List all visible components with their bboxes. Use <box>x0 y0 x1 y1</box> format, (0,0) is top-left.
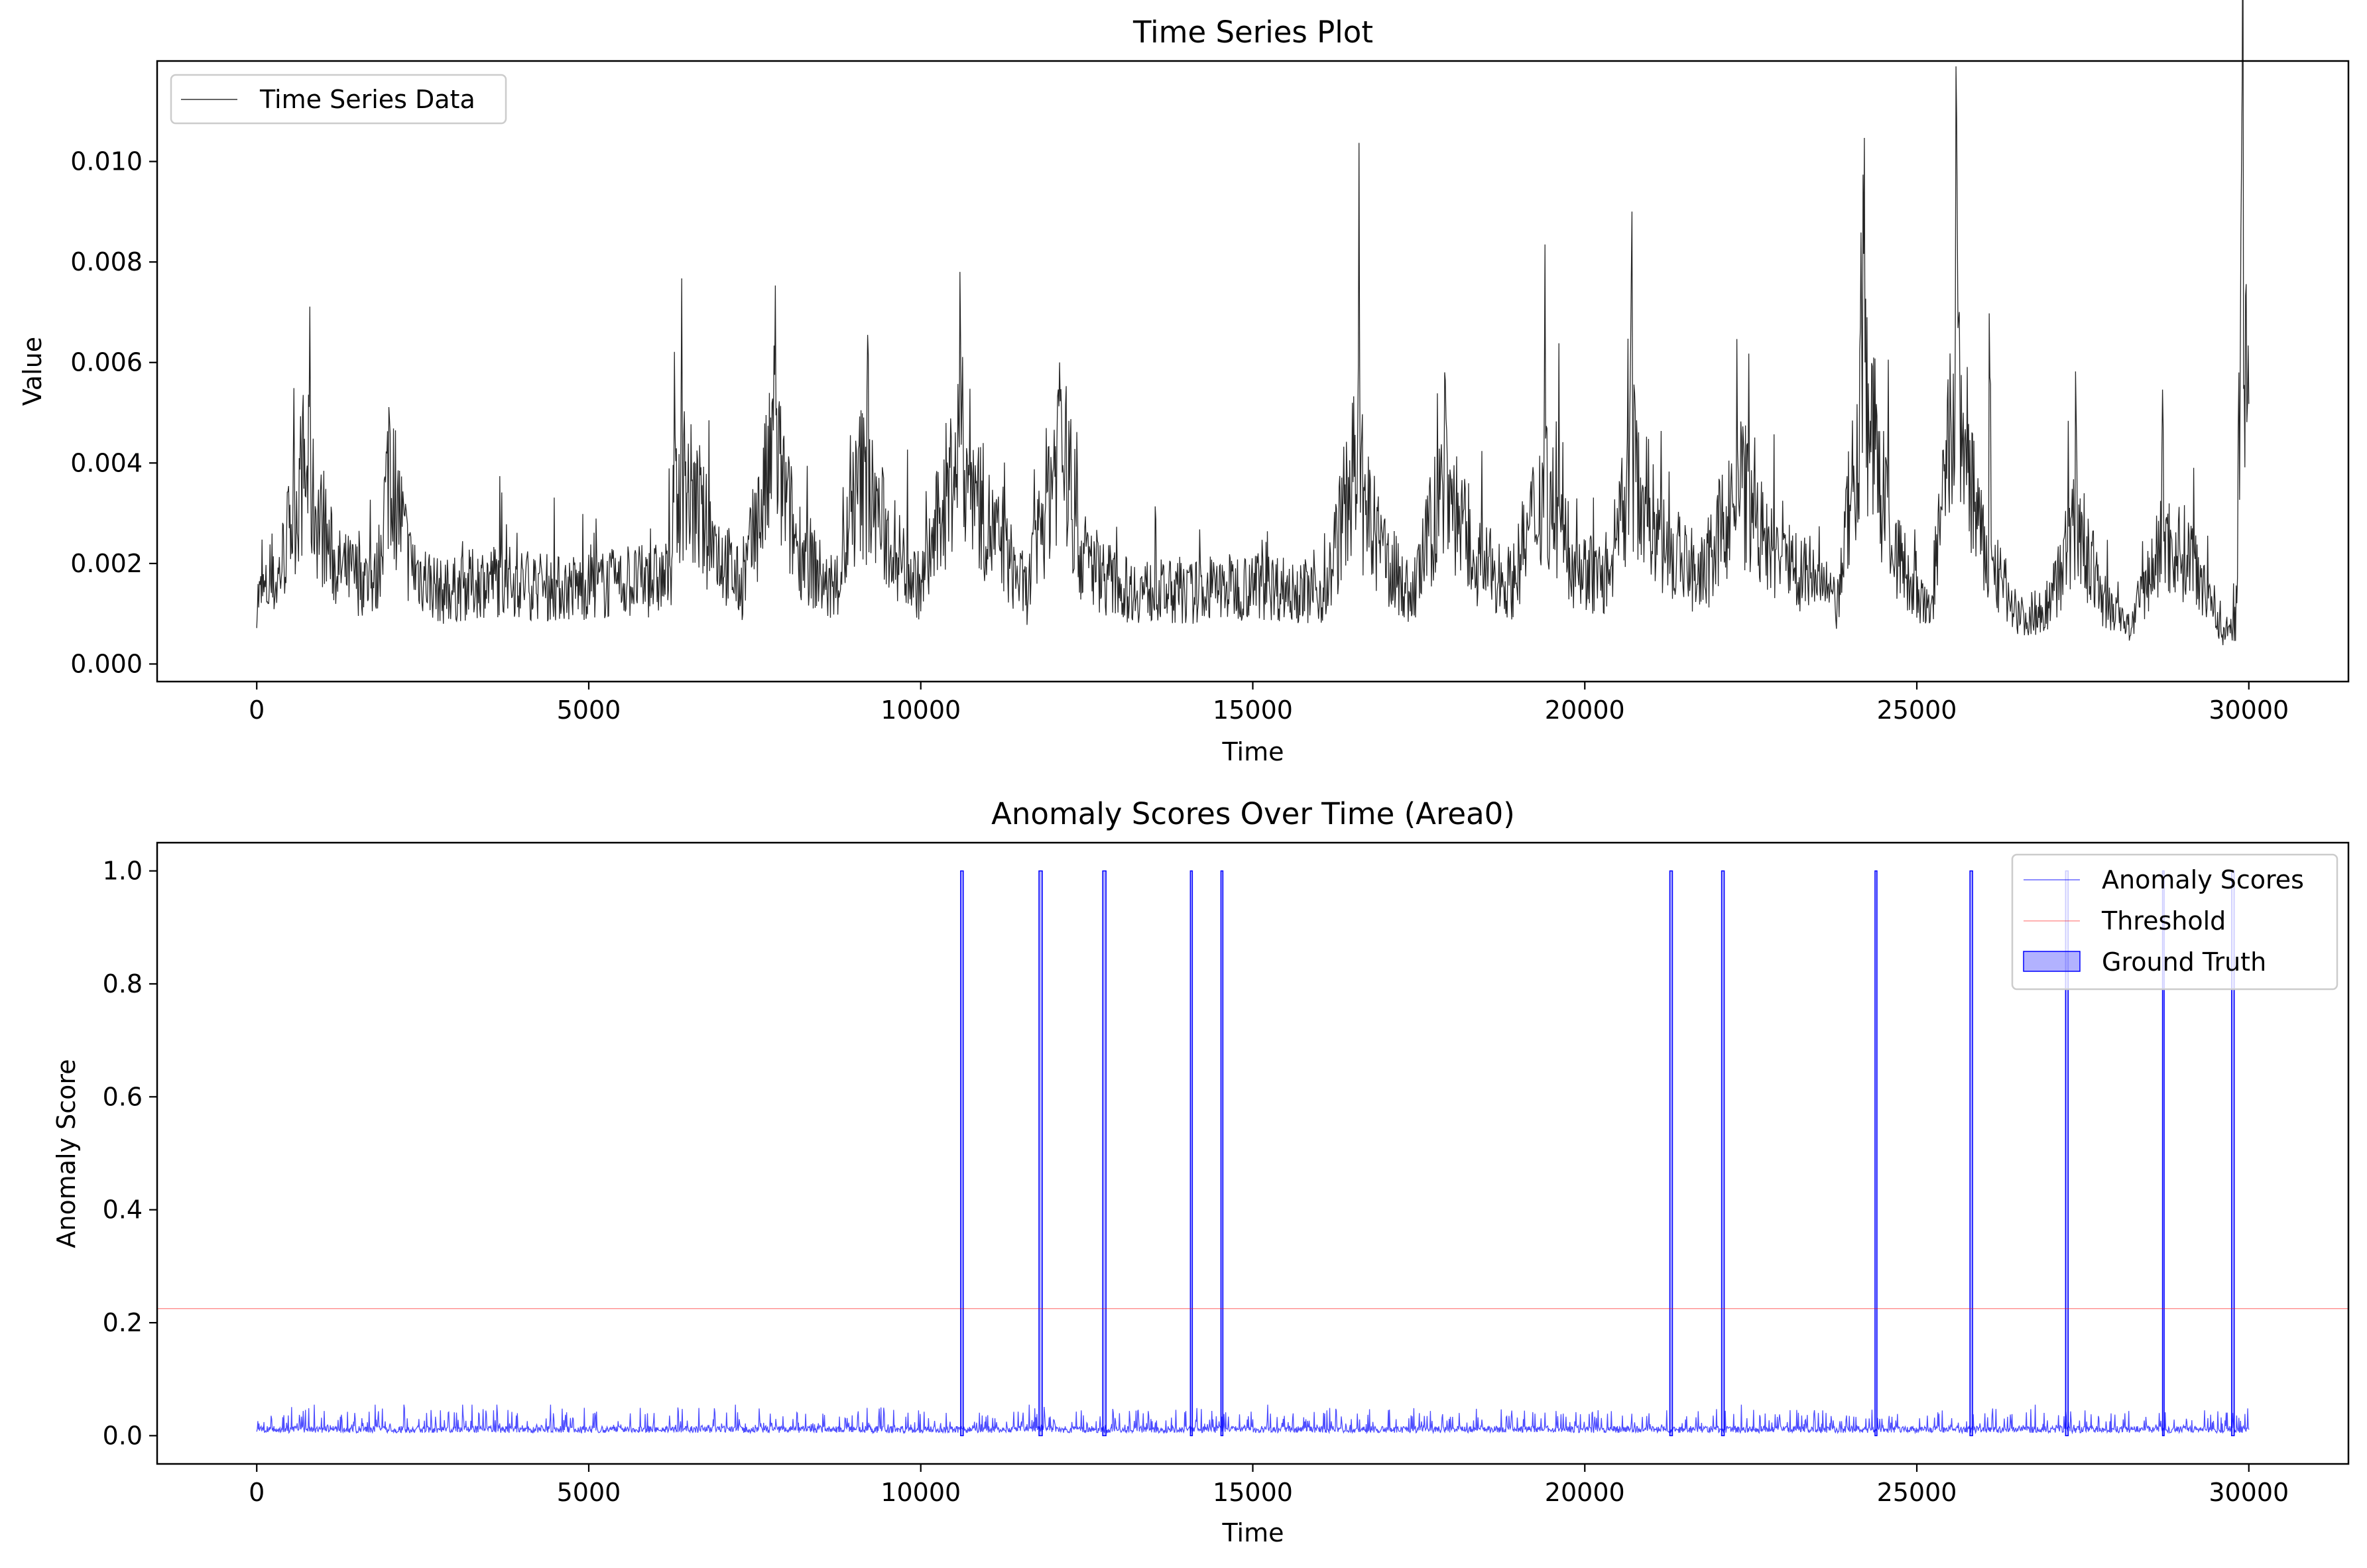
x-tick-label: 25000 <box>1877 695 1957 725</box>
chart-title: Time Series Plot <box>1132 15 1373 50</box>
y-axis-label: Anomaly Score <box>52 1059 81 1248</box>
ground-truth-span <box>1969 870 1973 1437</box>
x-axis: 0 5000 10000 15000 20000 25000 30000 <box>249 682 2289 725</box>
y-tick-label: 0.006 <box>70 348 143 377</box>
y-tick-label: 0.004 <box>70 448 143 477</box>
chart-title: Anomaly Scores Over Time (Area0) <box>991 796 1515 831</box>
x-tick-label: 10000 <box>880 1478 961 1507</box>
x-tick-label: 5000 <box>557 695 621 725</box>
x-tick-label: 20000 <box>1545 1478 1625 1507</box>
ground-truth-span <box>1038 870 1043 1437</box>
plot-area <box>157 870 2348 1437</box>
y-tick-label: 0.8 <box>103 969 143 998</box>
ground-truth-span <box>960 870 964 1437</box>
series-anomaly-scores <box>256 1404 2250 1435</box>
x-tick-label: 25000 <box>1877 1478 1957 1507</box>
ground-truth-span <box>1220 870 1224 1437</box>
y-tick-label: 0.000 <box>70 649 143 678</box>
x-tick-label: 10000 <box>880 695 961 725</box>
ground-truth-span <box>1189 870 1193 1437</box>
y-tick-label: 0.008 <box>70 247 143 276</box>
legend: Time Series Data <box>170 74 507 125</box>
series-time-series-data <box>256 0 2250 646</box>
x-tick-label: 5000 <box>557 1478 621 1507</box>
legend-swatch-ground-truth <box>2023 951 2081 972</box>
ground-truth-span <box>1721 870 1725 1437</box>
y-tick-label: 0.4 <box>103 1195 143 1225</box>
legend-label: Ground Truth <box>2102 947 2266 977</box>
legend-label: Anomaly Scores <box>2102 865 2304 894</box>
legend: Anomaly Scores Threshold Ground Truth <box>2011 853 2338 991</box>
x-tick-label: 15000 <box>1213 695 1293 725</box>
x-tick-label: 15000 <box>1213 1478 1293 1507</box>
x-tick-label: 0 <box>249 695 265 725</box>
ground-truth-span <box>1874 870 1878 1437</box>
time-series-chart: Time Series Plot 0 5000 10000 15000 20000 250… <box>18 0 2350 766</box>
y-tick-label: 0.010 <box>70 147 143 176</box>
y-tick-label: 0.2 <box>103 1308 143 1337</box>
y-tick-label: 0.0 <box>103 1421 143 1450</box>
x-axis-label: Time <box>1222 1518 1284 1547</box>
y-axis-label: Value <box>18 337 47 406</box>
x-axis: 0 5000 10000 15000 20000 25000 30000 <box>249 1464 2289 1507</box>
y-tick-label: 1.0 <box>103 857 143 886</box>
anomaly-score-chart: Anomaly Scores Over Time (Area0) 0 5000 10… <box>52 796 2350 1547</box>
x-tick-label: 0 <box>249 1478 265 1507</box>
x-tick-label: 30000 <box>2209 695 2289 725</box>
ground-truth-span <box>1669 870 1673 1437</box>
y-axis: 0.0 0.2 0.4 0.6 0.8 1.0 <box>103 857 157 1450</box>
plot-area <box>256 0 2250 646</box>
y-tick-label: 0.6 <box>103 1082 143 1111</box>
x-tick-label: 20000 <box>1545 695 1625 725</box>
ground-truth-span <box>1102 870 1107 1437</box>
legend-box <box>170 74 507 125</box>
legend-label: Time Series Data <box>259 85 475 114</box>
legend-label: Threshold <box>2101 906 2226 935</box>
y-axis: 0.000 0.002 0.004 0.006 0.008 0.010 <box>70 147 157 678</box>
x-axis-label: Time <box>1222 737 1284 766</box>
legend-box <box>2011 853 2338 991</box>
x-tick-label: 30000 <box>2209 1478 2289 1507</box>
y-tick-label: 0.002 <box>70 549 143 578</box>
